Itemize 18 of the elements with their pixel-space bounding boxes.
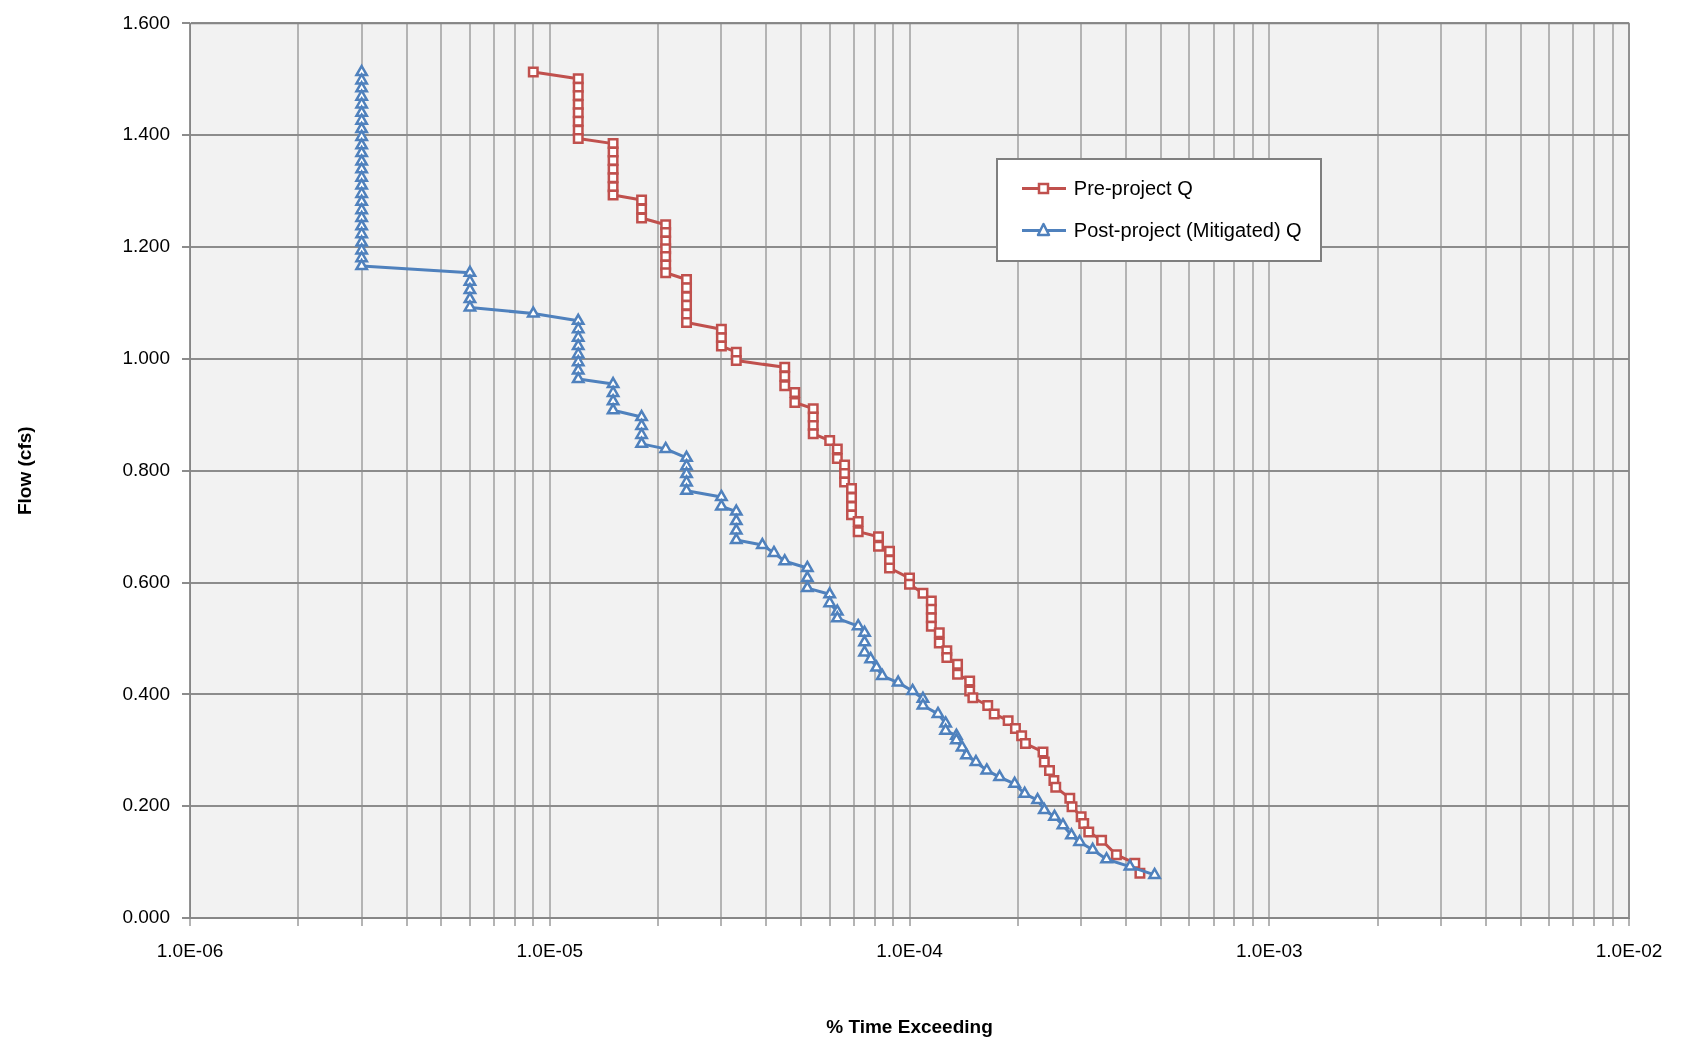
y-tick-label: 0.000 [122,906,170,928]
legend-label: Pre-project Q [1073,177,1193,201]
y-tick-label: 1.600 [122,11,170,33]
x-tick-label: 1.0E-06 [156,939,224,961]
x-tick-label: 1.0E-04 [876,939,944,961]
legend-label: Post-project (Mitigated) Q [1073,219,1302,243]
x-axis-title: % Time Exceeding [826,1015,993,1037]
x-tick-label: 1.0E-05 [516,939,584,961]
y-tick-label: 0.600 [122,570,170,592]
y-axis-title: Flow (cfs) [13,426,35,516]
y-tick-label: 1.000 [122,347,170,369]
x-tick-label: 1.0E-02 [1595,939,1663,961]
y-tick-label: 0.400 [122,682,170,704]
y-tick-label: 0.200 [122,794,170,816]
y-tick-label: 1.400 [122,123,170,145]
x-tick-label: 1.0E-03 [1235,939,1303,961]
y-tick-label: 1.200 [122,235,170,257]
y-tick-label: 0.800 [122,458,170,480]
